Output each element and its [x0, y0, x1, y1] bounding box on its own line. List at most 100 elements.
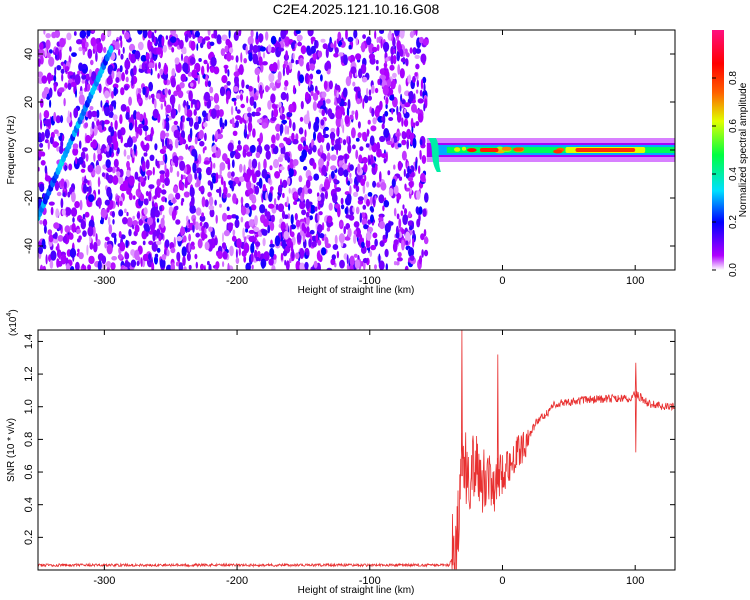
- noise-blob: [156, 178, 161, 187]
- noise-blob: [198, 186, 205, 192]
- noise-blob: [419, 139, 423, 146]
- noise-blob: [93, 241, 98, 253]
- noise-blob: [148, 253, 152, 261]
- noise-blob: [213, 144, 217, 153]
- noise-blob: [112, 219, 115, 225]
- noise-blob: [313, 121, 319, 133]
- noise-blob: [385, 263, 388, 270]
- noise-blob: [418, 255, 423, 265]
- noise-blob: [224, 66, 228, 74]
- noise-blob: [114, 41, 120, 51]
- noise-blob: [124, 68, 129, 75]
- noise-blob: [104, 236, 110, 241]
- noise-blob: [315, 69, 322, 75]
- noise-blob: [77, 248, 80, 253]
- noise-blob: [371, 84, 375, 94]
- noise-blob: [198, 171, 202, 181]
- noise-blob: [134, 224, 140, 233]
- noise-blob: [360, 212, 366, 219]
- noise-blob: [178, 262, 184, 270]
- noise-blob: [404, 231, 411, 243]
- noise-blob: [181, 53, 183, 62]
- noise-blob: [282, 179, 288, 189]
- noise-blob: [379, 77, 383, 86]
- noise-blob: [352, 81, 356, 87]
- noise-blob: [54, 66, 57, 77]
- noise-blob: [404, 183, 407, 190]
- noise-blob: [221, 34, 228, 41]
- noise-blob: [60, 68, 65, 74]
- noise-blob: [310, 37, 314, 45]
- noise-blob: [353, 30, 358, 39]
- noise-blob: [268, 192, 273, 203]
- noise-blob: [337, 167, 344, 177]
- noise-blob: [328, 202, 333, 211]
- noise-blob: [319, 144, 324, 153]
- noise-blob: [45, 39, 51, 50]
- spectrogram-image: [38, 30, 675, 270]
- noise-blob: [55, 246, 59, 251]
- noise-blob: [128, 52, 132, 60]
- noise-blob: [224, 119, 228, 127]
- noise-blob: [355, 206, 360, 215]
- noise-blob: [166, 143, 171, 149]
- noise-blob: [204, 132, 207, 142]
- noise-blob: [409, 255, 415, 261]
- noise-blob: [195, 261, 198, 269]
- noise-blob: [379, 220, 385, 230]
- noise-blob: [124, 85, 129, 91]
- noise-blob: [312, 162, 317, 170]
- noise-blob: [88, 185, 92, 195]
- noise-blob: [412, 229, 415, 236]
- noise-blob: [235, 257, 240, 265]
- noise-blob: [366, 181, 370, 188]
- noise-blob: [59, 37, 66, 48]
- noise-blob: [48, 234, 54, 243]
- noise-blob: [151, 31, 155, 43]
- noise-blob: [70, 207, 78, 217]
- noise-blob: [122, 217, 128, 225]
- noise-blob: [93, 152, 96, 162]
- noise-blob: [397, 143, 402, 148]
- noise-blob: [406, 139, 410, 150]
- noise-blob: [393, 54, 397, 65]
- noise-blob: [366, 198, 370, 207]
- noise-blob: [307, 148, 313, 155]
- noise-blob: [112, 83, 119, 89]
- noise-blob: [214, 104, 220, 111]
- noise-blob: [392, 241, 398, 253]
- noise-blob: [423, 236, 429, 245]
- noise-blob: [420, 172, 426, 183]
- noise-blob: [360, 178, 366, 187]
- noise-blob: [412, 237, 415, 248]
- noise-blob: [243, 58, 247, 64]
- noise-blob: [384, 248, 389, 258]
- noise-blob: [309, 63, 316, 71]
- noise-blob: [170, 30, 177, 36]
- noise-blob: [393, 185, 399, 195]
- noise-blob: [385, 96, 389, 105]
- noise-blob: [87, 48, 93, 59]
- noise-blob: [119, 65, 123, 73]
- noise-blob: [321, 109, 325, 117]
- noise-blob: [357, 121, 361, 129]
- noise-blob: [209, 66, 215, 73]
- noise-blob: [358, 68, 363, 79]
- noise-blob: [44, 128, 51, 139]
- noise-blob: [62, 134, 65, 142]
- noise-blob: [290, 214, 294, 225]
- noise-blob: [85, 134, 91, 144]
- noise-blob: [111, 143, 114, 154]
- noise-blob: [243, 164, 246, 175]
- noise-blob: [150, 93, 155, 99]
- noise-blob: [193, 121, 199, 130]
- noise-blob: [148, 62, 154, 69]
- noise-blob: [423, 103, 426, 112]
- noise-blob: [415, 109, 420, 114]
- noise-blob: [284, 80, 289, 87]
- noise-blob: [46, 72, 53, 83]
- noise-blob: [107, 216, 111, 226]
- noise-blob: [366, 87, 369, 97]
- noise-blob: [240, 205, 247, 216]
- noise-blob: [208, 196, 214, 207]
